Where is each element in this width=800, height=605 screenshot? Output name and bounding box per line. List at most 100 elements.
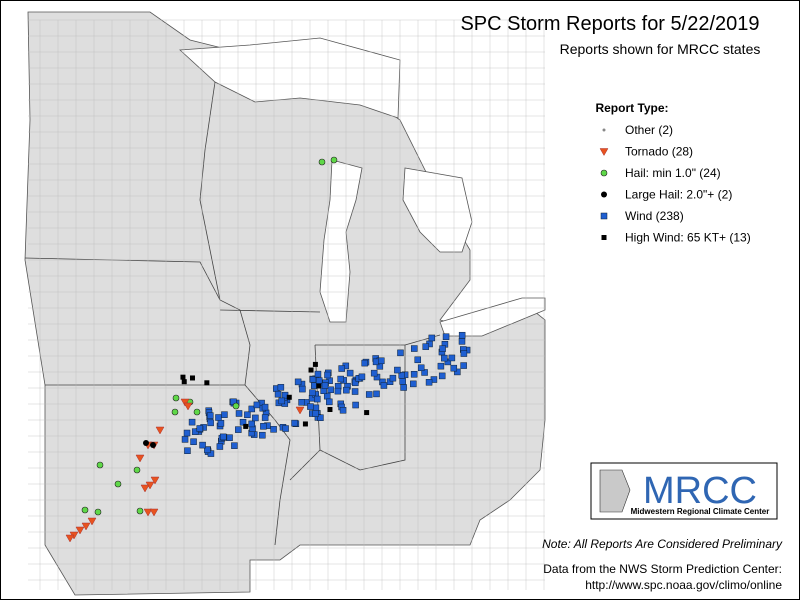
wind-marker: [221, 411, 228, 418]
tornado-marker: [180, 398, 190, 407]
wind-marker: [274, 390, 282, 398]
other-marker: [602, 128, 606, 132]
wind-marker: [394, 366, 401, 374]
wind-marker: [454, 368, 461, 376]
wind-marker: [282, 425, 289, 432]
tornado-marker: [75, 526, 85, 535]
hail-marker: [172, 394, 180, 402]
logo-name: MRCC: [643, 470, 757, 512]
wind-marker: [458, 338, 466, 345]
wind-marker: [314, 370, 322, 378]
high-wind-marker: [302, 421, 308, 427]
wind-marker: [235, 410, 243, 417]
wind-marker: [299, 385, 306, 393]
wind-marker: [327, 386, 334, 394]
tornado-marker: [135, 454, 145, 463]
wind-marker: [334, 387, 342, 395]
hail-marker: [318, 158, 326, 166]
high-wind-marker: [180, 374, 186, 380]
wind-marker: [184, 447, 191, 454]
title: SPC Storm Reports for 5/22/2019: [460, 13, 759, 35]
hail-marker: [232, 402, 240, 410]
wind-marker: [441, 354, 448, 362]
wind-marker: [439, 345, 446, 352]
wind-marker: [414, 356, 422, 364]
high-wind-marker: [243, 423, 249, 429]
wind-marker: [410, 380, 417, 388]
wind-marker: [248, 405, 256, 413]
wind-marker: [317, 414, 324, 421]
legend-title: Report Type:: [595, 101, 668, 115]
legend-item: Hail: min 1.0" (24): [625, 166, 721, 180]
wind-marker: [314, 395, 321, 403]
tornado-marker: [295, 406, 305, 415]
large-hail-marker: [601, 191, 607, 198]
wind-marker: [458, 331, 466, 339]
report-markers: [65, 156, 471, 543]
high-wind-marker: [364, 410, 370, 416]
tornado-marker: [65, 534, 75, 543]
tornado-marker: [150, 476, 160, 485]
high-wind-marker: [312, 361, 318, 367]
wind-marker: [239, 418, 247, 426]
wind-marker: [278, 397, 286, 405]
wind-marker: [231, 442, 238, 449]
tornado-marker: [149, 508, 159, 517]
wind-marker: [370, 369, 378, 377]
wind-marker: [389, 374, 397, 382]
wind-marker: [338, 365, 345, 372]
tornado-marker: [155, 426, 165, 435]
high-wind-marker: [189, 375, 195, 381]
hail-marker: [330, 156, 338, 164]
wind-marker: [207, 412, 214, 419]
wind-marker: [261, 414, 269, 421]
large-hail-marker: [143, 440, 149, 446]
wind-marker: [450, 364, 458, 372]
wind-marker: [425, 379, 433, 386]
wind-marker: [181, 436, 189, 443]
wind-marker: [346, 369, 354, 377]
wind-marker: [217, 420, 225, 427]
tornado-marker: [143, 508, 153, 517]
wind-marker: [421, 369, 428, 376]
wind-marker: [600, 212, 608, 220]
legend-item: Large Hail: 2.0"+ (2): [625, 188, 732, 202]
wind-marker: [444, 358, 452, 366]
hail-marker: [600, 169, 608, 177]
high-wind-marker: [601, 235, 607, 240]
wind-marker: [400, 384, 407, 391]
subtitle: Reports shown for MRCC states: [560, 41, 761, 57]
wind-marker: [298, 399, 305, 406]
wind-marker: [352, 401, 359, 409]
wind-marker: [315, 377, 323, 384]
wind-marker: [351, 388, 359, 395]
legend-item: High Wind: 65 KT+ (13): [625, 231, 751, 245]
wind-marker: [352, 379, 359, 387]
land: [24, 11, 546, 596]
wind-marker: [260, 423, 267, 430]
wind-marker: [248, 420, 255, 428]
wind-marker: [309, 389, 316, 396]
logo: MRCC Midwestern Regional Climate Center: [590, 462, 778, 520]
wind-marker: [188, 418, 196, 426]
note: Note: All Reports Are Considered Prelimi…: [542, 537, 783, 551]
large-hail-marker: [150, 442, 156, 448]
wind-marker: [215, 414, 222, 421]
wind-marker: [358, 373, 366, 381]
wind-marker: [343, 386, 350, 394]
wind-marker: [291, 419, 298, 427]
wind-marker: [460, 362, 467, 369]
wind-marker: [294, 378, 302, 386]
wind-marker: [321, 382, 329, 389]
source: Data from the NWS Storm Prediction Cente…: [543, 562, 782, 576]
wind-marker: [428, 334, 436, 342]
hail-marker: [193, 408, 201, 416]
tornado-marker: [140, 484, 150, 493]
source-url: http://www.spc.noaa.gov/climo/online: [585, 578, 782, 592]
high-wind-marker: [308, 367, 314, 373]
hail-marker: [171, 408, 179, 416]
hail-marker: [81, 506, 89, 514]
legend-item: Other (2): [625, 123, 673, 137]
wind-marker: [252, 414, 259, 422]
